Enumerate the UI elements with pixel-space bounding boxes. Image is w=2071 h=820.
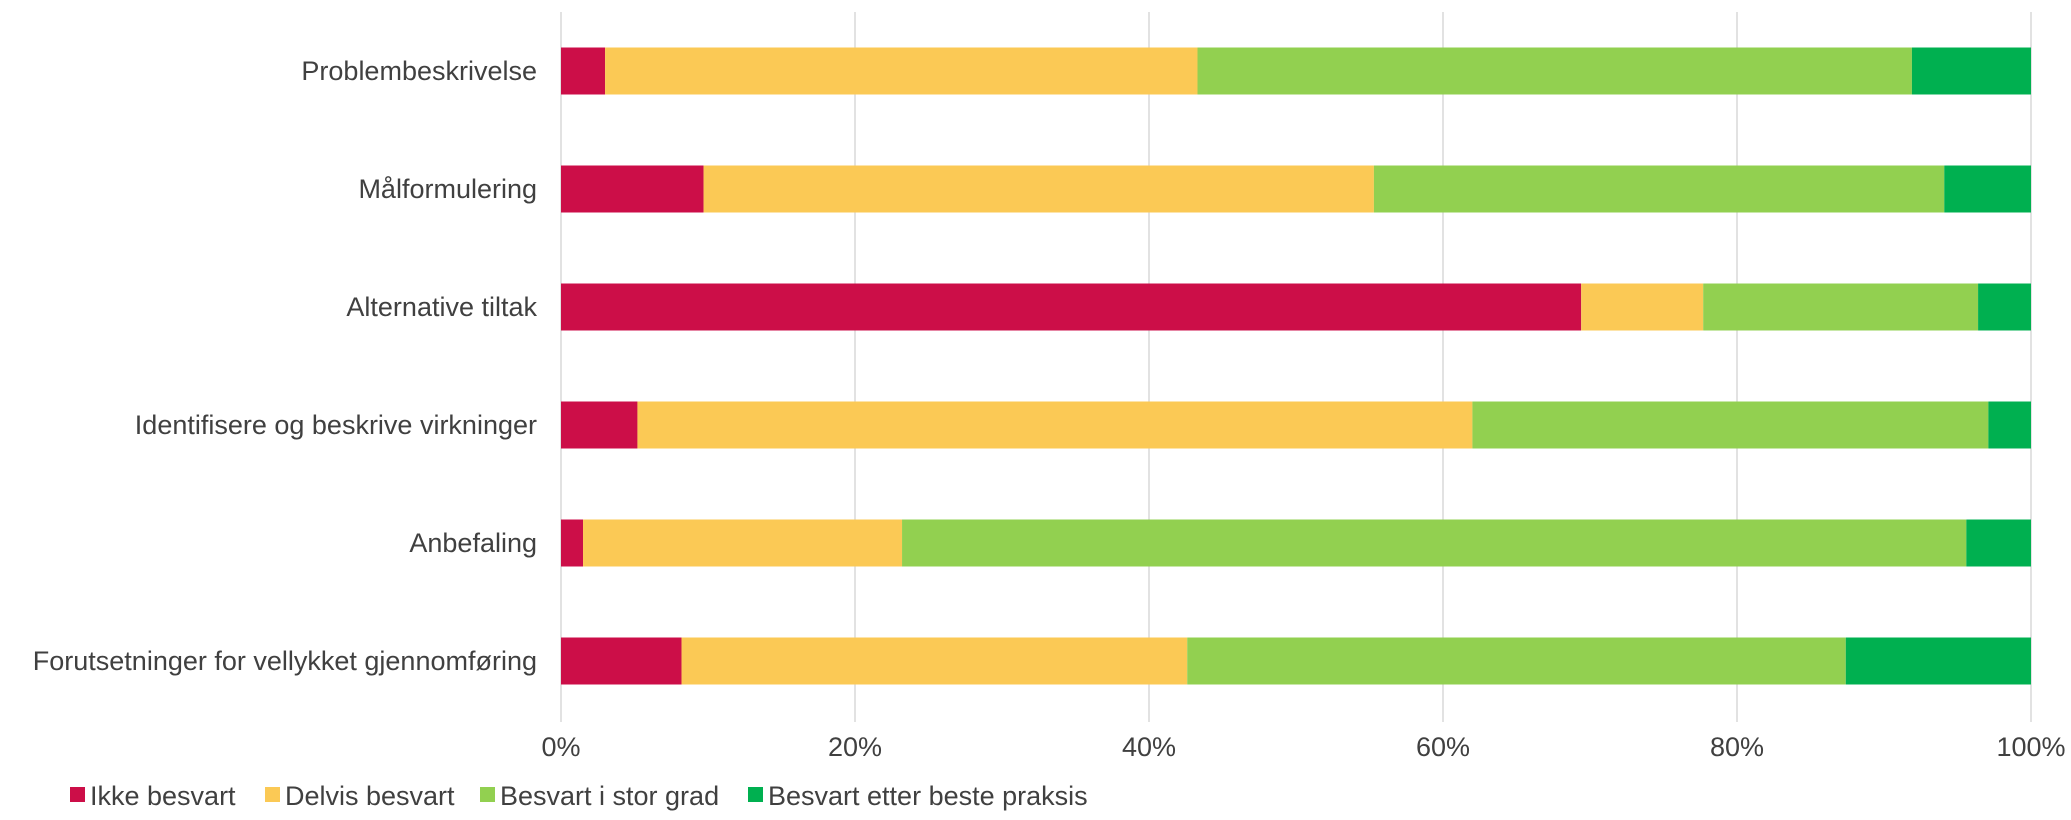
category-label: Alternative tiltak bbox=[346, 292, 537, 322]
bar-segment bbox=[605, 47, 1198, 95]
legend-label: Besvart etter beste praksis bbox=[768, 781, 1088, 811]
category-label: Forutsetninger for vellykket gjennomføri… bbox=[33, 646, 537, 676]
legend-label: Besvart i stor grad bbox=[500, 781, 719, 811]
bar-segment bbox=[1911, 47, 2031, 95]
bar-segment bbox=[561, 401, 638, 449]
bars bbox=[561, 47, 2031, 685]
category-label: Problembeskrivelse bbox=[301, 56, 537, 86]
bar-segment bbox=[637, 401, 1473, 449]
legend-swatch bbox=[265, 787, 280, 802]
x-tick-label: 40% bbox=[1122, 732, 1176, 762]
bar-segment bbox=[1966, 519, 2031, 567]
bar-segment bbox=[561, 637, 682, 685]
bar-segment bbox=[1978, 283, 2031, 331]
x-tick-label: 0% bbox=[541, 732, 580, 762]
category-label: Identifisere og beskrive virkninger bbox=[135, 410, 537, 440]
bar-segment bbox=[681, 637, 1188, 685]
bar-segment bbox=[583, 519, 903, 567]
x-tick-label: 60% bbox=[1416, 732, 1470, 762]
legend-label: Delvis besvart bbox=[285, 781, 455, 811]
grid-lines bbox=[560, 12, 2032, 722]
bar-segment bbox=[1472, 401, 1989, 449]
bar-segment bbox=[1373, 165, 1945, 213]
category-labels: Problembeskrivelse Målformulering Alternat… bbox=[33, 56, 538, 676]
bar-segment bbox=[561, 165, 704, 213]
legend: Ikke besvart Delvis besvart Besvart i stor… bbox=[70, 781, 1088, 811]
legend-swatch bbox=[748, 787, 763, 802]
bar-segment bbox=[561, 519, 584, 567]
bar-segment bbox=[561, 283, 1582, 331]
x-tick-label: 80% bbox=[1710, 732, 1764, 762]
legend-label: Ikke besvart bbox=[90, 781, 236, 811]
bar-segment bbox=[1988, 401, 2031, 449]
bar-segment bbox=[1197, 47, 1912, 95]
legend-swatch bbox=[480, 787, 495, 802]
bar-segment bbox=[1581, 283, 1704, 331]
legend-swatch bbox=[70, 787, 85, 802]
category-label: Anbefaling bbox=[409, 528, 537, 558]
x-tick-labels: 0% 20% 40% 60% 80% 100% bbox=[541, 732, 2065, 762]
bar-segment bbox=[703, 165, 1374, 213]
bar-segment bbox=[1703, 283, 1979, 331]
bar-segment bbox=[1944, 165, 2031, 213]
bar-segment bbox=[1845, 637, 2031, 685]
x-tick-label: 20% bbox=[828, 732, 882, 762]
x-tick-label: 100% bbox=[1996, 732, 2065, 762]
bar-segment bbox=[1187, 637, 1846, 685]
bar-segment bbox=[902, 519, 1967, 567]
bar-segment bbox=[561, 47, 606, 95]
category-label: Målformulering bbox=[358, 174, 537, 204]
